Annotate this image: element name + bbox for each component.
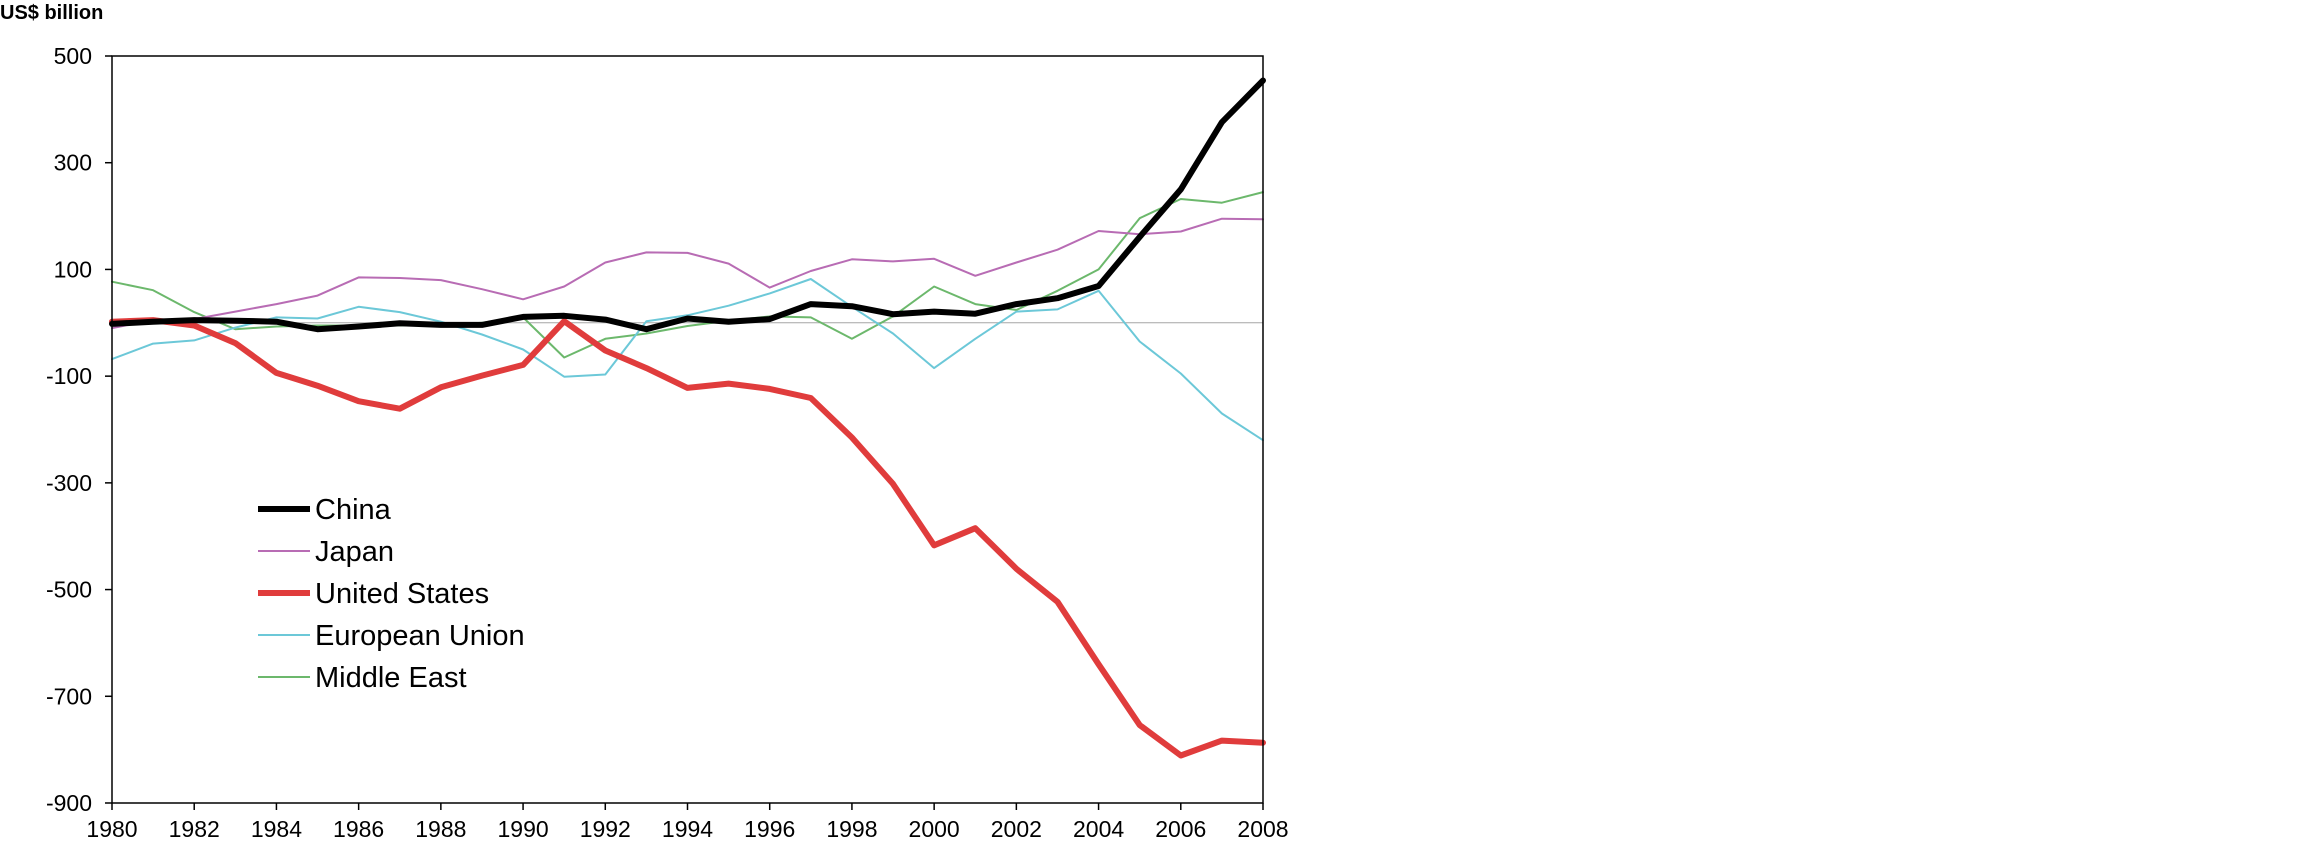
- x-tick-label: 1990: [497, 816, 548, 842]
- y-tick-label: -900: [46, 790, 92, 816]
- x-tick-label: 2004: [1073, 816, 1124, 842]
- y-tick-label: -300: [46, 470, 92, 496]
- y-tick-label: -700: [46, 683, 92, 709]
- y-tick-label: 100: [54, 256, 92, 282]
- x-tick-label: 1980: [86, 816, 137, 842]
- series-line-china: [109, 77, 1266, 333]
- x-tick-label: 1992: [580, 816, 631, 842]
- y-tick-label: 300: [54, 150, 92, 176]
- x-tick-label: 2002: [991, 816, 1042, 842]
- series-line-japan: [111, 217, 1264, 330]
- x-tick-label: 2000: [909, 816, 960, 842]
- x-tick-label: 1996: [744, 816, 795, 842]
- y-tick-label: -100: [46, 363, 92, 389]
- x-tick-label: 1988: [415, 816, 466, 842]
- x-tick-label: 1986: [333, 816, 384, 842]
- legend-label-china: China: [315, 494, 392, 526]
- series-lines: [109, 77, 1266, 759]
- plot-area-frame: [111, 55, 1264, 804]
- legend-label-united-states: United States: [315, 578, 489, 610]
- x-tick-label: 2008: [1237, 816, 1288, 842]
- y-tick-labels: 500 300 100 -100 -300 -500 -700 -900: [46, 43, 112, 816]
- legend-label-european-union: European Union: [315, 620, 525, 652]
- x-tick-label: 2006: [1155, 816, 1206, 842]
- series-line-european-union: [111, 278, 1264, 442]
- y-tick-label: -500: [46, 577, 92, 603]
- x-tick-label: 1994: [662, 816, 713, 842]
- x-tick-label: 1982: [169, 816, 220, 842]
- legend-label-japan: Japan: [315, 536, 394, 568]
- y-tick-label: 500: [54, 43, 92, 69]
- legend: China Japan United States European Union Mid…: [258, 494, 525, 694]
- x-tick-label: 1998: [826, 816, 877, 842]
- series-line-united-states: [109, 317, 1266, 759]
- legend-label-middle-east: Middle East: [315, 662, 467, 694]
- x-tick-label: 1984: [251, 816, 302, 842]
- x-tick-labels: 1980 1982 1984 1986 1988 1990 1992 1994 1996 1998…: [86, 803, 1289, 842]
- y-axis-label: US$ billion: [0, 2, 103, 24]
